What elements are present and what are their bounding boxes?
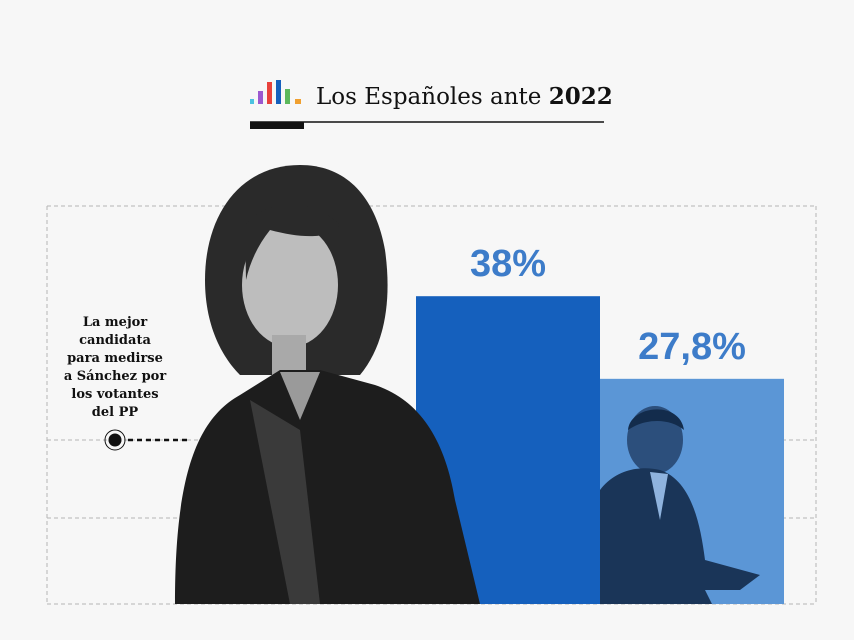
annotation-line: a Sánchez por (64, 369, 167, 384)
annotation-ring (104, 429, 126, 451)
annotation-line: para medirse (67, 351, 163, 366)
annotation-line: los votantes (71, 387, 158, 402)
title-icon (250, 80, 301, 104)
annotation-line: candidata (79, 333, 151, 348)
title-text: Los Españoles ante (316, 84, 541, 110)
value-label: 27,8% (638, 326, 746, 368)
candidate-photo-left (175, 165, 480, 604)
title-year: 2022 (549, 83, 613, 110)
annotation: La mejor candidata para medirse a Sánchez p… (64, 315, 167, 420)
annotation-line: del PP (92, 405, 139, 420)
value-label: 38% (470, 243, 546, 285)
candidate-photo-right (600, 406, 760, 604)
chart-title: Los Españoles ante 2022 (316, 83, 613, 110)
title-rule-accent (250, 122, 304, 129)
annotation-dot (108, 433, 122, 447)
annotation-line: La mejor (83, 315, 147, 330)
